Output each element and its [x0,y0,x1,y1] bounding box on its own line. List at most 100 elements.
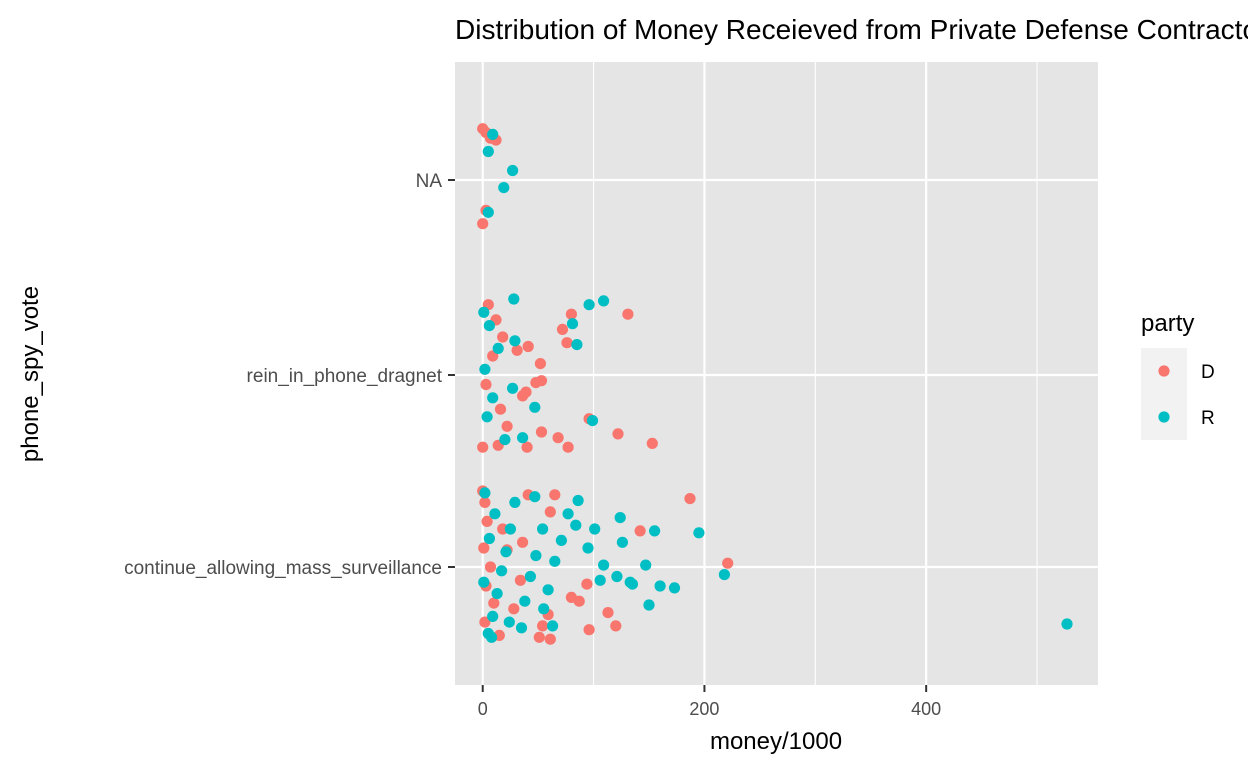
data-point-R [598,559,610,571]
data-point-D [514,574,527,586]
data-point-R [498,182,510,194]
data-point-R [643,599,655,611]
data-point-R [503,616,515,628]
data-point-R [479,487,491,499]
data-point-D [610,620,622,632]
data-point-D [533,631,545,643]
x-tick-label: 400 [911,699,941,719]
data-point-D [573,595,585,607]
data-point-R [499,434,511,446]
data-point-R [496,565,508,577]
data-point-D [544,506,556,518]
data-point-R [594,574,606,586]
data-point-R [562,508,574,520]
data-point-R [508,293,520,305]
data-point-R [654,580,666,592]
data-point-D [544,633,556,645]
legend-label: R [1201,408,1215,429]
data-point-D [535,426,548,438]
legend-items: DR [1158,362,1215,429]
data-point-R [509,496,521,508]
data-point-R [614,511,626,524]
data-point-D [684,493,696,505]
data-point-R [487,610,499,623]
data-point-D [484,561,497,573]
data-point-R [500,546,512,558]
data-point-R [489,508,501,520]
data-point-R [582,542,594,554]
data-point-D [530,377,542,389]
data-point-R [649,525,661,537]
x-tick-label: 0 [478,699,488,719]
data-point-D [511,344,523,356]
data-point-R [519,595,531,607]
data-point-R [555,534,568,547]
data-point-R [611,570,623,583]
data-point-D [477,218,489,230]
data-point-R [626,578,639,590]
data-point-D [497,523,509,535]
data-point-D [480,378,492,391]
data-point-D [612,428,624,440]
data-point-D [522,340,534,353]
data-point-R [586,415,599,427]
data-point-R [538,603,550,615]
data-point-D [549,489,561,501]
data-point-D [646,437,658,449]
legend-key-background [1141,348,1187,440]
data-point-R [570,519,582,531]
data-point-R [693,527,705,539]
data-point-R [487,392,499,404]
data-point-D [488,597,500,609]
data-point-R [571,339,583,351]
data-point-R [589,523,601,535]
legend-key-D [1158,365,1170,377]
data-point-R [572,494,584,507]
data-point-D [561,337,573,349]
data-point-R [479,363,491,375]
legend-key-R [1158,411,1170,423]
data-point-D [479,496,491,508]
legend-label: D [1201,362,1215,383]
data-point-D [565,308,578,320]
data-point-D [494,403,507,415]
data-point-D [534,358,547,370]
data-point-R [483,320,495,332]
data-point-R [529,401,541,413]
data-point-R [549,555,561,567]
data-point-D [521,441,533,453]
y-tick-label: rein_in_phone_dragnet [247,366,443,387]
data-point-D [479,616,491,628]
data-points [477,123,1073,645]
data-point-R [482,206,494,218]
data-point-R [481,411,493,423]
data-point-D [517,536,529,548]
data-point-R [537,523,549,535]
axes: 0 200 400 continue_allowing_mass_surveillan… [124,171,941,719]
data-point-D [481,515,493,528]
x-axis-label: money/1000 [710,728,842,755]
data-point-R [487,128,499,140]
data-point-D [537,620,549,632]
data-point-R [506,382,519,394]
data-point-D [478,542,490,554]
data-point-R [478,576,490,588]
data-point-R [509,335,521,347]
data-point-R [517,432,529,444]
x-tick-label: 200 [689,699,719,719]
data-point-D [508,603,520,615]
y-axis-label: phone_spy_vote [17,286,44,462]
legend-title: party [1141,310,1194,337]
data-point-R [486,631,498,643]
data-point-R [483,532,495,545]
data-point-D [477,441,489,453]
data-point-R [718,569,731,581]
data-point-R [598,295,610,307]
data-point-D [622,308,634,320]
data-point-D [634,525,646,537]
data-point-D [562,441,574,453]
data-point-R [530,550,542,562]
chart-title: Distribution of Money Receieved from Pri… [455,14,1248,45]
